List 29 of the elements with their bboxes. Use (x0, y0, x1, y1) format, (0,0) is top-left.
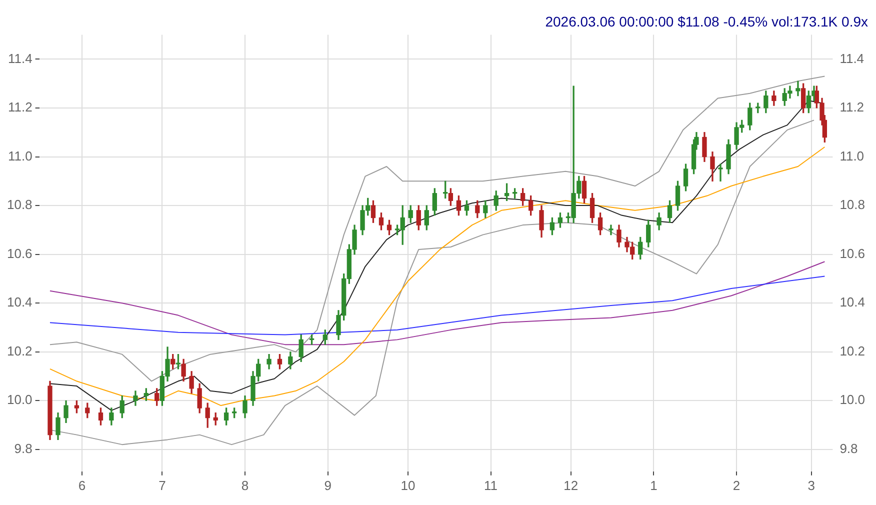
y2-tick-label: 10.4 (840, 294, 866, 310)
y-tick-label: 10.2 (6, 343, 32, 358)
x-tick-label: 10 (400, 478, 416, 493)
y2-tick-label: 10.6 (840, 246, 866, 261)
x-tick-label: 12 (564, 478, 578, 493)
x-tick-label: 9 (324, 478, 332, 493)
y-tick-label: 9.8 (14, 441, 32, 456)
y2-tick-label: 11.0 (840, 148, 864, 164)
y2-tick-label: 10.2 (840, 343, 866, 358)
y2-tick-label: 11.4 (840, 50, 864, 66)
x-tick-label: 2 (732, 478, 740, 493)
x-tick-label: 6 (78, 478, 86, 493)
x-tick-label: 8 (241, 478, 249, 493)
y2-tick-label: 10.8 (840, 197, 866, 212)
chart-title: 2026.03.06 00:00:00 $11.08 -0.45% vol:173.1K 0.9x (545, 13, 868, 30)
x-tick-label: 7 (158, 478, 166, 493)
y2-tick-label: 10.0 (840, 392, 866, 408)
y2-tick-label: 9.8 (840, 441, 858, 456)
y-tick-label: 11.2 (8, 100, 32, 115)
y-tick-label: 11.4 (8, 50, 32, 66)
x-tick-label: 1 (650, 478, 658, 493)
y-tick-label: 10.0 (6, 392, 32, 408)
y-tick-label: 10.8 (6, 197, 32, 212)
y-tick-label: 10.4 (6, 294, 32, 310)
y2-tick-label: 11.2 (840, 100, 864, 115)
x-tick-label: 11 (484, 478, 498, 493)
x-tick-label: 3 (808, 478, 815, 493)
y-tick-label: 11.0 (8, 148, 32, 164)
y-tick-label: 10.6 (6, 246, 32, 261)
